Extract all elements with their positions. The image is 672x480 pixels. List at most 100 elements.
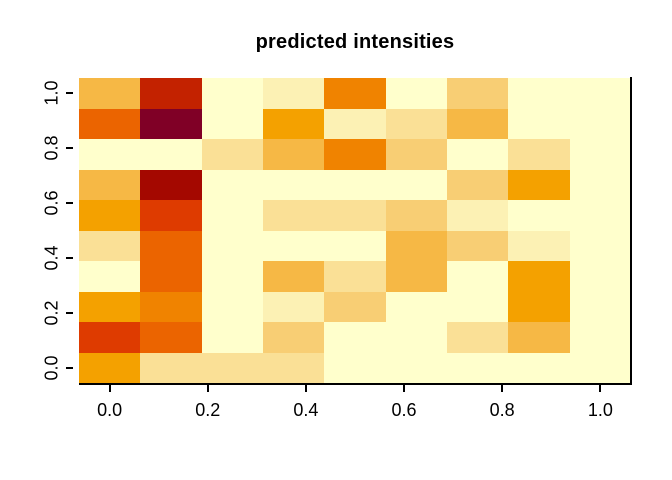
heatmap-cell	[262, 291, 325, 322]
heatmap-cell	[262, 230, 325, 261]
heatmap-cell	[446, 291, 509, 322]
heatmap-cell	[569, 261, 631, 292]
heatmap-cell	[508, 108, 570, 139]
heatmap-cell	[140, 108, 202, 139]
heatmap-cell	[446, 322, 509, 353]
x-tick-label: 1.0	[587, 400, 613, 420]
heatmap-cell	[262, 139, 325, 170]
y-tick	[66, 92, 73, 95]
plot-right-border	[630, 77, 632, 384]
heatmap-cell	[446, 200, 509, 231]
y-tick-label: 0.4	[41, 245, 62, 271]
heatmap-cell	[79, 139, 141, 170]
heatmap-cell	[569, 139, 631, 170]
heatmap-cell	[324, 322, 386, 353]
heatmap-cell	[79, 200, 141, 231]
heatmap-cell	[140, 169, 202, 200]
heatmap-cell	[569, 108, 631, 139]
heatmap-cell	[201, 169, 263, 200]
heatmap-cell	[79, 169, 141, 200]
heatmap-cell	[446, 352, 509, 383]
heatmap-cell	[79, 291, 141, 322]
heatmap-cell	[201, 139, 263, 170]
y-tick-label: 0.6	[41, 190, 62, 216]
heatmap-cell	[79, 352, 141, 383]
x-tick	[403, 385, 406, 392]
x-tick	[206, 385, 209, 392]
x-tick	[304, 385, 307, 392]
heatmap-cell	[446, 139, 509, 170]
heatmap-cell	[569, 78, 631, 109]
heatmap-cell	[385, 139, 447, 170]
heatmap-cell	[324, 291, 386, 322]
heatmap-cell	[508, 352, 570, 383]
x-tick	[599, 385, 602, 392]
heatmap-cell	[140, 322, 202, 353]
heatmap-cell	[508, 78, 570, 109]
heatmap-cell	[262, 261, 325, 292]
y-tick	[66, 256, 73, 259]
heatmap-cell	[201, 108, 263, 139]
heatmap-cell	[201, 352, 263, 383]
heatmap-cell	[569, 169, 631, 200]
heatmap-cell	[385, 352, 447, 383]
heatmap-cell	[508, 322, 570, 353]
x-tick	[501, 385, 504, 392]
heatmap-cell	[569, 352, 631, 383]
heatmap-cell	[324, 200, 386, 231]
heatmap-cell	[262, 352, 325, 383]
heatmap-cell	[262, 322, 325, 353]
heatmap-cell	[324, 261, 386, 292]
heatmap-cell	[508, 230, 570, 261]
heatmap-cell	[508, 139, 570, 170]
heatmap-cell	[201, 322, 263, 353]
x-tick-label: 0.6	[391, 400, 417, 420]
heatmap-cell	[508, 200, 570, 231]
heatmap-cell	[446, 261, 509, 292]
heatmap-cell	[446, 78, 509, 109]
heatmap-cell	[508, 291, 570, 322]
heatmap-cell	[569, 230, 631, 261]
heatmap-cell	[140, 352, 202, 383]
heatmap-cell	[262, 200, 325, 231]
y-tick-label: 0.8	[41, 135, 62, 161]
heatmap-cell	[385, 322, 447, 353]
heatmap-cell	[385, 230, 447, 261]
heatmap	[79, 78, 631, 383]
chart-title: predicted intensities	[255, 31, 455, 53]
heatmap-cell	[324, 230, 386, 261]
heatmap-cell	[508, 169, 570, 200]
heatmap-cell	[140, 261, 202, 292]
heatmap-cell	[324, 139, 386, 170]
y-tick-label: 1.0	[41, 80, 62, 106]
heatmap-cell	[140, 200, 202, 231]
heatmap-cell	[262, 108, 325, 139]
heatmap-cell	[385, 78, 447, 109]
heatmap-cell	[385, 108, 447, 139]
x-tick-label: 0.2	[195, 400, 221, 420]
y-tick	[66, 311, 73, 314]
x-axis-line	[79, 383, 632, 385]
heatmap-cell	[79, 322, 141, 353]
heatmap-cell	[324, 169, 386, 200]
heatmap-cell	[79, 230, 141, 261]
heatmap-cell	[140, 291, 202, 322]
heatmap-cell	[201, 200, 263, 231]
heatmap-cell	[324, 352, 386, 383]
heatmap-cell	[201, 261, 263, 292]
y-tick-label: 0.2	[41, 300, 62, 326]
heatmap-cell	[446, 108, 509, 139]
x-tick-label: 0.0	[97, 400, 123, 420]
heatmap-cell	[79, 108, 141, 139]
heatmap-cell	[140, 78, 202, 109]
heatmap-cell	[140, 230, 202, 261]
heatmap-cell	[508, 261, 570, 292]
heatmap-cell	[140, 139, 202, 170]
x-tick-label: 0.4	[293, 400, 319, 420]
x-tick	[108, 385, 111, 392]
heatmap-cell	[79, 78, 141, 109]
heatmap-cell	[446, 169, 509, 200]
heatmap-cell	[324, 108, 386, 139]
heatmap-cell	[79, 261, 141, 292]
